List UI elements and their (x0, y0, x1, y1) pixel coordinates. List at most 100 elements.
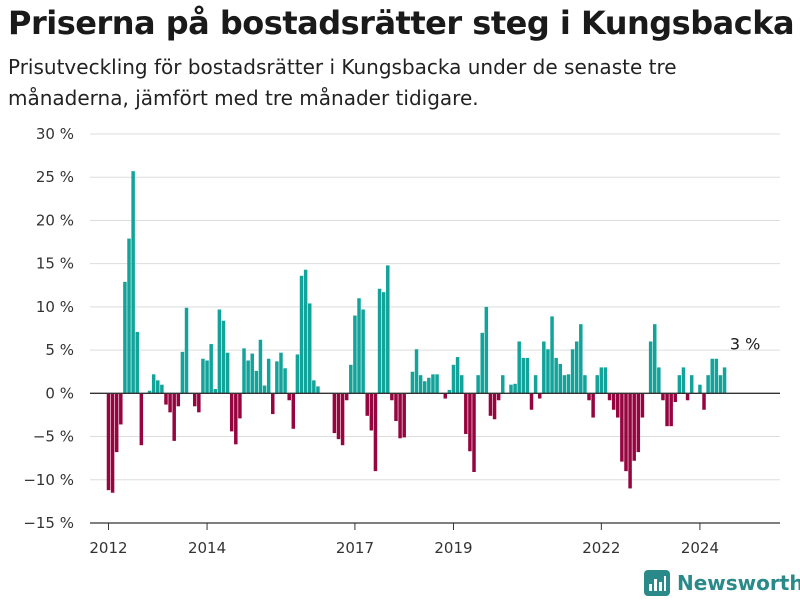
bar (303, 269, 308, 394)
bar (151, 374, 156, 394)
bar (517, 341, 521, 394)
bar (217, 309, 222, 394)
bar (258, 339, 263, 394)
bar (225, 352, 230, 394)
bar (180, 351, 185, 394)
bar (427, 377, 431, 394)
x-tick-label: 2024 (681, 539, 719, 557)
bar (160, 384, 164, 394)
bar (414, 349, 419, 394)
bar (562, 375, 567, 394)
bar (599, 367, 604, 394)
newsworthy-logo-icon (644, 570, 670, 596)
chart-title: Priserna på bostadsrätter steg i Kungsba… (8, 4, 795, 42)
x-tick-label: 2012 (89, 539, 127, 557)
bar (266, 358, 271, 394)
bar (689, 375, 694, 394)
bar (114, 393, 119, 453)
bar (110, 393, 115, 493)
bar (611, 393, 616, 410)
bar (205, 360, 209, 394)
bar (262, 385, 267, 394)
bar (669, 393, 673, 427)
y-tick-label: 30 % (36, 125, 74, 143)
bar (361, 309, 365, 394)
bar (135, 331, 139, 394)
bar (673, 393, 678, 402)
bar (455, 357, 460, 394)
bar (636, 393, 641, 453)
x-tick-label: 2022 (582, 539, 620, 557)
bar (603, 367, 608, 394)
bar (250, 353, 254, 394)
bar (381, 292, 386, 394)
bar (595, 375, 599, 394)
bar (119, 393, 123, 425)
bar (447, 389, 452, 394)
bar (139, 393, 144, 446)
bar (480, 332, 484, 394)
bar (459, 375, 464, 394)
tick-labels: 30 % 25 % 20 % 15 % 10 % 5 % 0 % −5 % −10 % −15 %… (23, 125, 760, 557)
bar (213, 389, 218, 394)
bar (591, 393, 595, 418)
bar (192, 393, 197, 407)
bar (681, 367, 686, 394)
y-tick-label: 5 % (45, 341, 74, 359)
bar (336, 393, 341, 440)
bar (718, 375, 723, 394)
bar (579, 324, 583, 394)
bar (443, 393, 448, 399)
y-tick-label: 20 % (36, 211, 74, 229)
bar (164, 393, 168, 405)
bar (657, 367, 661, 394)
bar (147, 390, 152, 394)
bar (307, 303, 312, 394)
bar (722, 367, 727, 394)
bar (353, 315, 357, 394)
bar (554, 357, 558, 394)
bar (607, 393, 612, 401)
bar (291, 393, 296, 429)
bar (340, 393, 345, 446)
y-tick-label: −10 % (23, 471, 74, 489)
bar (566, 374, 571, 394)
bar (558, 363, 563, 394)
x-tick-label: 2019 (434, 539, 472, 557)
bar (521, 357, 526, 394)
bar (316, 386, 320, 394)
bar (665, 393, 669, 427)
x-tick-label: 2014 (188, 539, 226, 557)
bar (365, 393, 369, 416)
bar (542, 341, 546, 394)
bar (344, 393, 349, 401)
bar (661, 393, 665, 401)
bar (197, 393, 201, 413)
bar (312, 380, 316, 394)
bar (299, 275, 304, 394)
bar (525, 357, 530, 394)
bar-chart: 30 % 25 % 20 % 15 % 10 % 5 % 0 % −5 % −10 % −15 %… (23, 125, 780, 557)
bar (464, 393, 468, 434)
bar (698, 384, 702, 394)
bar (168, 393, 172, 413)
bar (373, 393, 378, 472)
bar (131, 171, 135, 394)
latest-value-label: 3 % (730, 334, 760, 353)
bar (184, 307, 189, 394)
bar (484, 306, 489, 394)
axes (90, 392, 780, 530)
bar (550, 316, 554, 394)
bar (106, 393, 111, 491)
bar (513, 383, 517, 394)
bar (431, 374, 435, 394)
bar (533, 375, 538, 394)
bar (394, 393, 398, 421)
bar (398, 393, 402, 439)
bar (677, 375, 682, 394)
bar (221, 320, 226, 394)
bar (509, 384, 513, 394)
bar (279, 352, 283, 394)
bar (616, 393, 620, 418)
bar (127, 238, 131, 394)
